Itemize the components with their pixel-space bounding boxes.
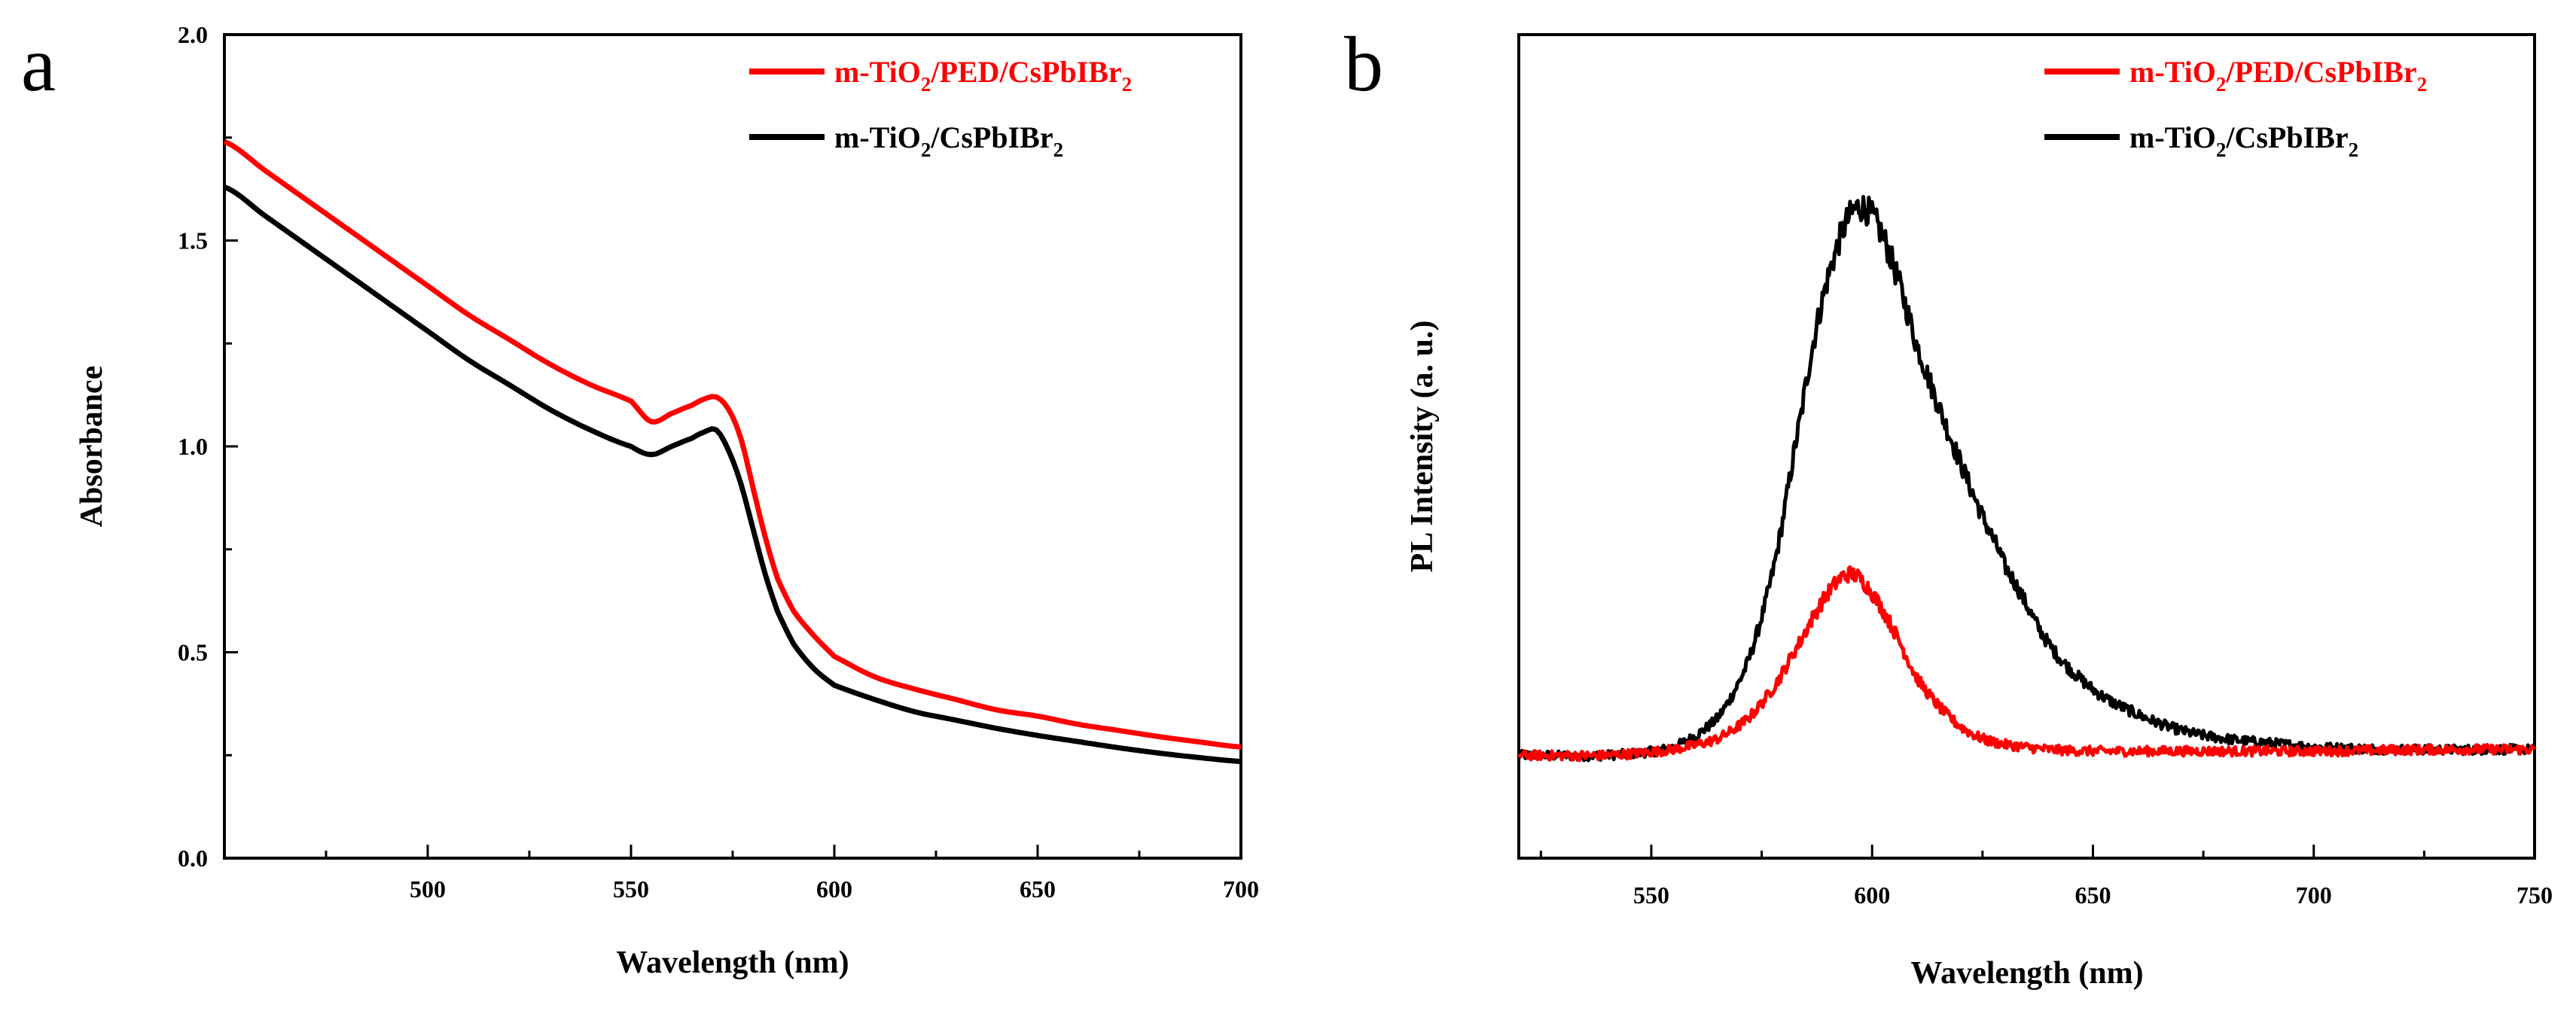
x-tick-label: 650 — [2075, 881, 2111, 909]
x-tick-label: 650 — [1020, 875, 1056, 903]
panel-b-curves — [1517, 195, 2537, 763]
panel-a-legend: m-TiO2/PED/CsPbIBr2 m-TiO2/CsPbIBr2 — [749, 55, 1132, 161]
series-line-untreated — [223, 184, 1242, 764]
panel-b-x-axis-label: Wavelength (nm) — [1910, 956, 2143, 991]
x-tick-label: 500 — [410, 875, 446, 903]
y-tick-label: 1.0 — [178, 433, 208, 460]
panel-b-y-axis-label: PL Intensity (a. u.) — [1405, 321, 1440, 573]
x-tick-label: 550 — [613, 875, 649, 903]
panel-a-y-axis-label: Absorbance — [75, 366, 109, 528]
panel-a-x-ticks: 500 550 600 650 700 — [325, 845, 1259, 903]
series-line-pedot-treated — [223, 139, 1242, 750]
panel-b-plot-frame — [1517, 33, 2536, 860]
series-line-untreated — [1517, 195, 2535, 763]
legend-label-series-2: m-TiO2/CsPbIBr2 — [2129, 120, 2358, 161]
panel-a-absorbance-chart: a 500 550 600 650 700 0.0 0.5 1.0 1.5 2.0 Wavele… — [21, 21, 1259, 980]
y-tick-label: 2.0 — [178, 21, 208, 48]
x-tick-label: 550 — [1633, 881, 1669, 909]
panel-a-x-axis-label: Wavelength (nm) — [616, 945, 849, 980]
panel-a-y-ticks: 0.0 0.5 1.0 1.5 2.0 — [178, 21, 238, 872]
x-tick-label: 700 — [1223, 875, 1259, 903]
panel-a-plot-frame — [223, 33, 1242, 860]
y-tick-label: 0.5 — [178, 639, 208, 666]
x-tick-label: 600 — [1854, 881, 1890, 909]
x-tick-label: 750 — [2517, 881, 2553, 909]
panel-b-x-ticks: 550 600 650 700 750 — [1539, 845, 2553, 909]
series-line-pedot-treated — [1517, 565, 2537, 763]
x-tick-label: 700 — [2296, 881, 2332, 909]
panel-a-letter: a — [21, 21, 56, 108]
y-tick-label: 1.5 — [178, 227, 208, 254]
panel-b-legend: m-TiO2/PED/CsPbIBr2 m-TiO2/CsPbIBr2 — [2044, 55, 2427, 161]
legend-label-series-1: m-TiO2/PED/CsPbIBr2 — [2129, 55, 2427, 96]
y-tick-label: 0.0 — [178, 845, 208, 872]
panel-b-letter: b — [1344, 21, 1383, 108]
panel-b-pl-chart: b 550 600 650 700 750 Wavelength (nm) PL Int… — [1344, 21, 2553, 991]
panel-a-curves — [223, 139, 1242, 764]
x-tick-label: 600 — [816, 875, 852, 903]
legend-label-series-2: m-TiO2/CsPbIBr2 — [834, 120, 1063, 161]
legend-label-series-1: m-TiO2/PED/CsPbIBr2 — [834, 55, 1132, 96]
